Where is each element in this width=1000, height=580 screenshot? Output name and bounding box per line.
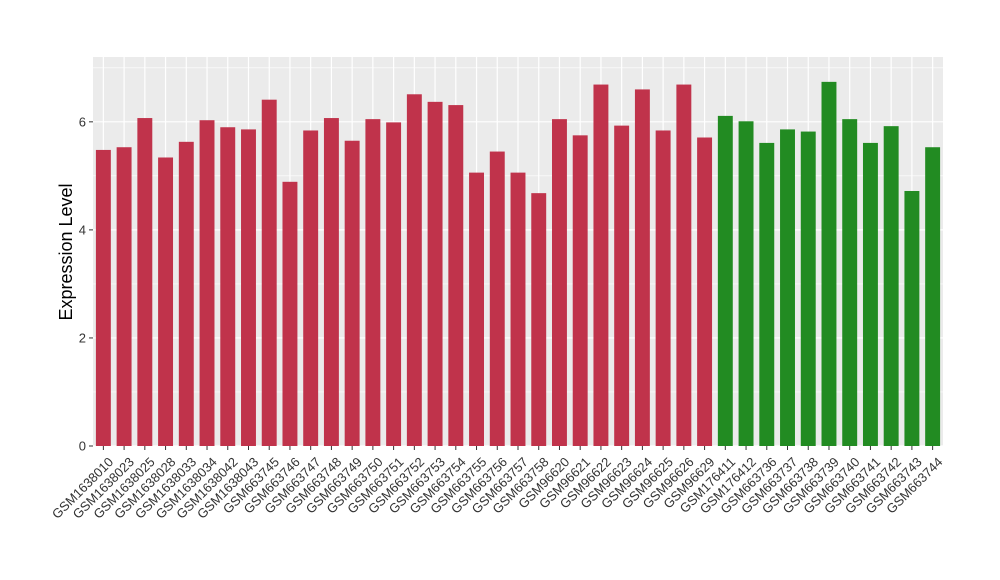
bar-gsm1638023 (116, 147, 132, 447)
bar-gsm1638025 (137, 118, 153, 446)
bar-gsm176412 (738, 121, 754, 446)
bar-gsm96626 (676, 84, 692, 446)
bar-gsm663737 (780, 129, 795, 446)
bar-gsm1638034 (199, 120, 215, 447)
bar-gsm96620 (552, 119, 567, 446)
y-tick-label: 2 (79, 330, 86, 345)
bar-gsm663756 (489, 151, 505, 446)
bar-gsm663749 (344, 140, 360, 447)
bar-gsm96629 (697, 137, 713, 446)
y-axis-title: Expression Level (56, 183, 76, 320)
bar-gsm663747 (303, 130, 319, 446)
bar-gsm176411 (717, 115, 733, 447)
bar-gsm1638028 (158, 157, 174, 446)
y-tick-label: 6 (79, 114, 86, 129)
bar-gsm663753 (427, 101, 443, 447)
bar-gsm663743 (904, 190, 920, 446)
bar-gsm663758 (531, 193, 547, 446)
bar-gsm663740 (842, 119, 858, 446)
bar-gsm663752 (406, 94, 422, 446)
bar-gsm1638043 (241, 129, 256, 446)
bar-gsm96623 (614, 125, 630, 446)
bar-gsm663757 (510, 172, 526, 446)
bar-gsm1638010 (95, 149, 111, 446)
bar-gsm663751 (386, 122, 402, 447)
bar-gsm663745 (261, 99, 277, 446)
bar-gsm663746 (282, 181, 298, 446)
bar-gsm663754 (448, 105, 464, 447)
bar-gsm663741 (862, 142, 878, 446)
bar-gsm1638033 (178, 141, 194, 446)
y-tick-label: 4 (79, 222, 86, 237)
bar-gsm663748 (323, 118, 339, 446)
bar-gsm96624 (634, 89, 650, 447)
bar-gsm663738 (800, 131, 816, 446)
bar-gsm663736 (759, 142, 775, 446)
bar-gsm96622 (593, 84, 609, 446)
bar-gsm663755 (469, 172, 484, 446)
bar-gsm1638042 (220, 127, 236, 446)
y-axis: 0 2 4 6 (79, 114, 93, 454)
x-axis: GSM1638010GSM1638023GSM1638025GSM1638028… (49, 446, 946, 522)
bar-gsm96625 (655, 130, 671, 446)
bar-gsm663744 (925, 147, 941, 447)
y-tick-label: 0 (79, 439, 86, 454)
bar-gsm96621 (572, 135, 588, 446)
bar-gsm663742 (883, 126, 899, 447)
bar-gsm663739 (821, 81, 837, 446)
bars (95, 81, 941, 447)
bar-gsm663750 (365, 119, 381, 446)
